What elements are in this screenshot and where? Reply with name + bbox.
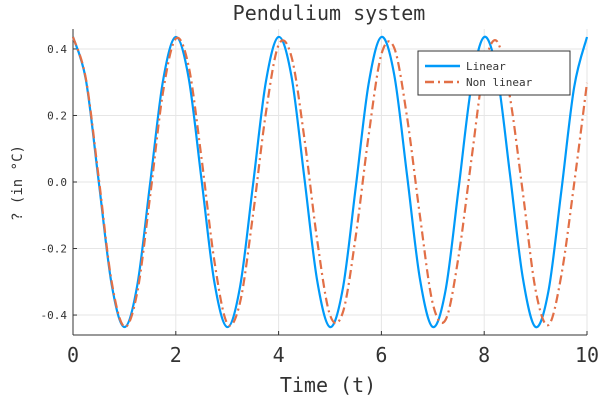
series-line-linear <box>71 35 589 329</box>
axes: 0 2 4 6 8 10 0.4 0.2 0.0 -0.2 -0.4 <box>41 29 599 367</box>
x-axis-label: Time (t) <box>280 373 376 397</box>
x-tick-label: 4 <box>273 343 285 367</box>
y-tick-label: -0.2 <box>41 243 68 256</box>
y-tick-label: 0.0 <box>47 176 67 189</box>
grid <box>72 29 588 335</box>
x-tick-label: 2 <box>170 343 182 367</box>
x-tick-label: 6 <box>375 343 387 367</box>
x-tick-label: 0 <box>67 343 79 367</box>
legend-label-nonlinear: Non linear <box>466 76 533 89</box>
y-tick-label: 0.4 <box>47 43 67 56</box>
legend: Linear Non linear <box>417 50 571 96</box>
legend-label-linear: Linear <box>466 60 506 73</box>
y-tick-label: -0.4 <box>41 309 68 322</box>
y-axis-label: ? (in °C) <box>10 145 26 221</box>
x-tick-label: 8 <box>478 343 490 367</box>
chart-title: Pendulium system <box>233 1 426 25</box>
x-tick-label: 10 <box>575 343 599 367</box>
y-tick-label: 0.2 <box>47 109 67 122</box>
legend-box <box>417 50 571 96</box>
